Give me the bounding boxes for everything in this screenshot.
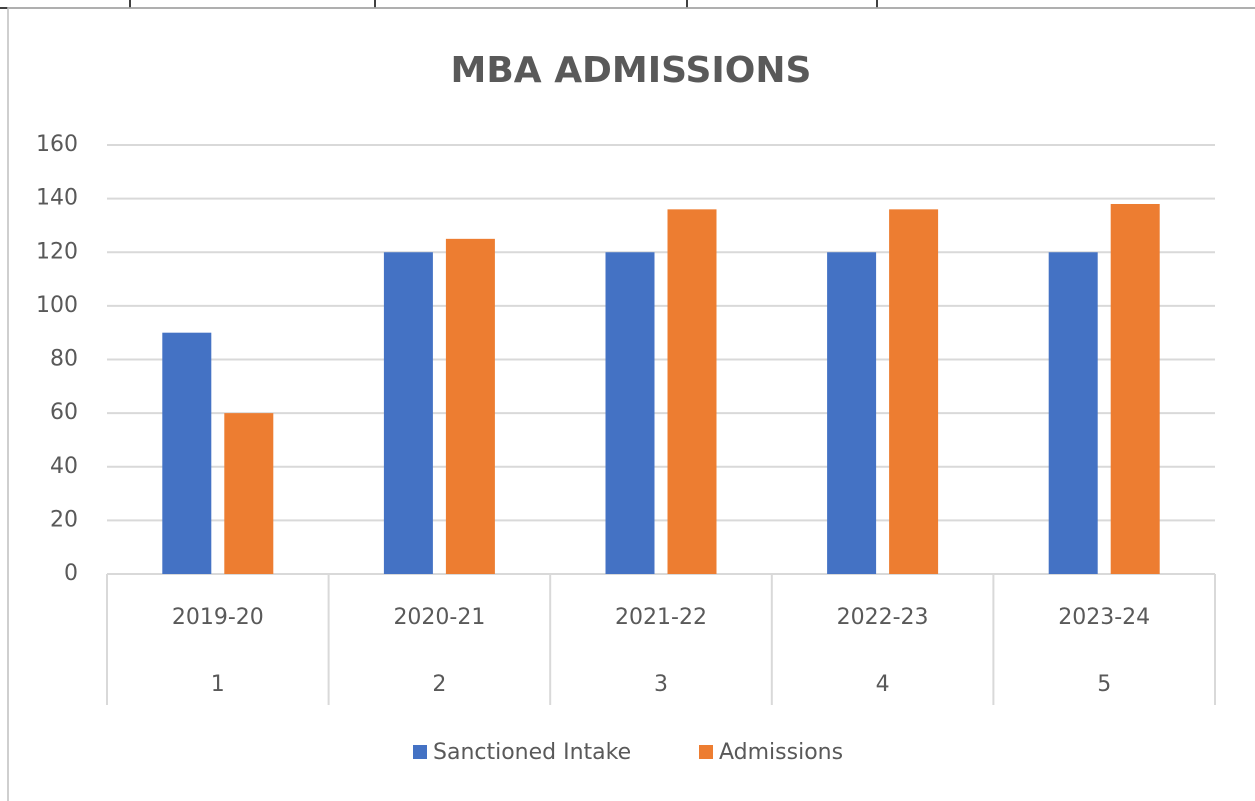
table-strip (0, 0, 1255, 9)
bar (605, 252, 655, 574)
chart-border (7, 7, 1255, 801)
y-tick-label: 160 (36, 132, 78, 157)
legend-swatch (413, 745, 427, 759)
y-tick-label: 40 (50, 454, 78, 479)
bar (1110, 203, 1160, 575)
y-tick-label: 20 (50, 507, 78, 532)
x-subcategory-label: 5 (1097, 672, 1111, 697)
bar (827, 252, 877, 574)
legend-swatch (699, 745, 713, 759)
legend-label: Admissions (719, 740, 843, 765)
y-tick-label: 80 (50, 347, 78, 372)
y-tick-label: 100 (36, 293, 78, 318)
y-tick-label: 60 (50, 400, 78, 425)
x-tick-label: 2020-21 (393, 605, 485, 630)
x-subcategory-label: 2 (432, 672, 446, 697)
bar (162, 332, 212, 574)
x-subcategory-label: 3 (654, 672, 668, 697)
x-tick-label: 2019-20 (172, 605, 264, 630)
y-tick-label: 0 (64, 561, 78, 586)
bar (667, 209, 717, 574)
bar (1048, 252, 1098, 574)
bar (383, 252, 433, 574)
bar (445, 238, 495, 574)
bar (224, 413, 274, 574)
x-tick-label: 2022-23 (837, 605, 929, 630)
y-tick-label: 120 (36, 239, 78, 264)
legend-label: Sanctioned Intake (433, 740, 631, 765)
x-tick-label: 2021-22 (615, 605, 707, 630)
x-tick-label: 2023-24 (1058, 605, 1150, 630)
x-subcategory-label: 1 (211, 672, 225, 697)
bar (889, 209, 939, 574)
y-tick-label: 140 (36, 186, 78, 211)
chart-title: MBA ADMISSIONS (451, 50, 812, 91)
x-subcategory-label: 4 (876, 672, 890, 697)
